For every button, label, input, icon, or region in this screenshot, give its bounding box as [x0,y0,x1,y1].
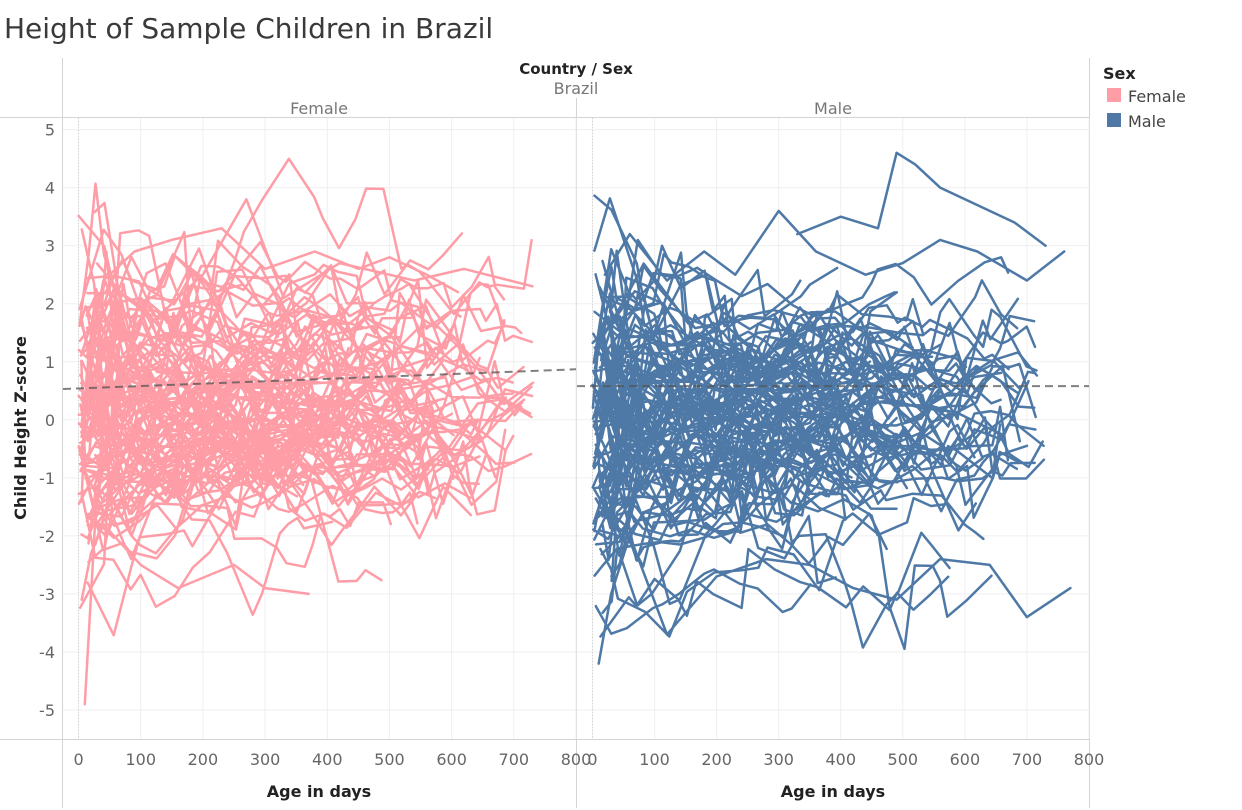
x-tick-label: 300 [763,750,794,769]
x-axis-label-female: Age in days [267,782,371,801]
panel-header-male: Male [814,99,852,118]
x-tick-label: 700 [1012,750,1043,769]
y-tick-label: 3 [45,237,55,256]
column-header-country: Brazil [554,79,599,98]
x-tick-label: 700 [499,750,530,769]
y-tick-label: -2 [39,527,55,546]
y-tick-label: 4 [45,179,55,198]
y-tick-label: -1 [39,469,55,488]
legend-title: Sex [1103,64,1136,83]
panel-header-female: Female [290,99,348,118]
chart-title: Height of Sample Children in Brazil [4,12,493,45]
legend-swatch-female [1107,88,1121,102]
y-tick-label: -5 [39,701,55,720]
x-tick-label: 500 [374,750,405,769]
x-tick-label: 200 [188,750,219,769]
y-tick-label: 5 [45,121,55,140]
y-axis-label: Child Height Z-score [11,336,30,520]
x-tick-label: 400 [825,750,856,769]
x-tick-label: 100 [639,750,670,769]
x-axis-label-male: Age in days [781,782,885,801]
y-tick-label: 0 [45,411,55,430]
x-tick-label: 0 [587,750,597,769]
x-tick-label: 400 [312,750,343,769]
legend-label-female: Female [1128,87,1186,106]
y-tick-label: -3 [39,585,55,604]
y-tick-label: -4 [39,643,55,662]
x-tick-label: 800 [1074,750,1105,769]
x-tick-label: 0 [73,750,83,769]
x-tick-label: 100 [125,750,156,769]
legend-swatch-male [1107,113,1121,127]
x-tick-label: 600 [436,750,467,769]
legend-label-male: Male [1128,112,1166,131]
x-tick-label: 200 [701,750,732,769]
y-tick-label: 2 [45,295,55,314]
column-header-label: Country / Sex [519,60,633,78]
x-tick-label: 500 [888,750,919,769]
x-tick-label: 300 [250,750,281,769]
y-tick-label: 1 [45,353,55,372]
x-tick-label: 600 [950,750,981,769]
